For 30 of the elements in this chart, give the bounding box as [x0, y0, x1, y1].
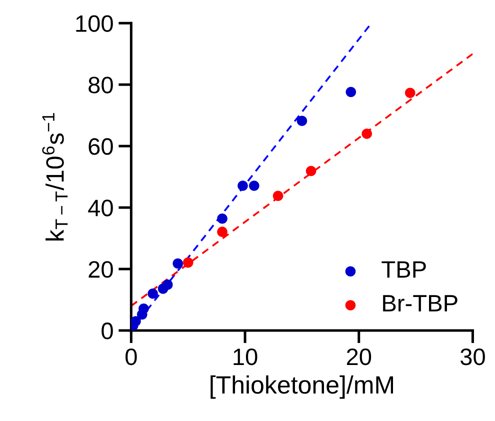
point	[217, 213, 228, 224]
point	[306, 166, 316, 176]
y-axis-title: k$_{T−T}$/10$^{6}$s$^{−1}$	[42, 113, 68, 241]
point	[404, 88, 416, 98]
y-tick-label: 100	[76, 15, 113, 32]
point	[272, 190, 284, 202]
legend-label: TBP	[382, 261, 426, 278]
point	[138, 304, 149, 314]
point	[346, 86, 356, 98]
point	[148, 288, 158, 299]
y-tick-label: 40	[88, 200, 113, 216]
point	[362, 128, 372, 139]
point	[238, 180, 248, 191]
point	[296, 116, 308, 126]
x-tick-label: 30	[460, 348, 485, 366]
x-tick-label: 0	[126, 348, 137, 366]
point	[248, 180, 260, 191]
legend-label: Br-TBP	[383, 295, 458, 312]
x-tick-label: 10	[234, 348, 258, 366]
x-tick-label: 20	[346, 348, 372, 366]
x-axis-title: [Thioketone]/mM	[210, 375, 393, 399]
y-tick-label: 20	[88, 261, 113, 278]
point	[162, 280, 173, 290]
point	[131, 316, 141, 326]
y-tick-label: 80	[88, 76, 113, 94]
point	[172, 258, 184, 269]
y-tick-label: 0	[102, 322, 113, 340]
y-tick-label: 60	[88, 138, 113, 155]
point	[217, 226, 228, 237]
point	[182, 257, 194, 268]
